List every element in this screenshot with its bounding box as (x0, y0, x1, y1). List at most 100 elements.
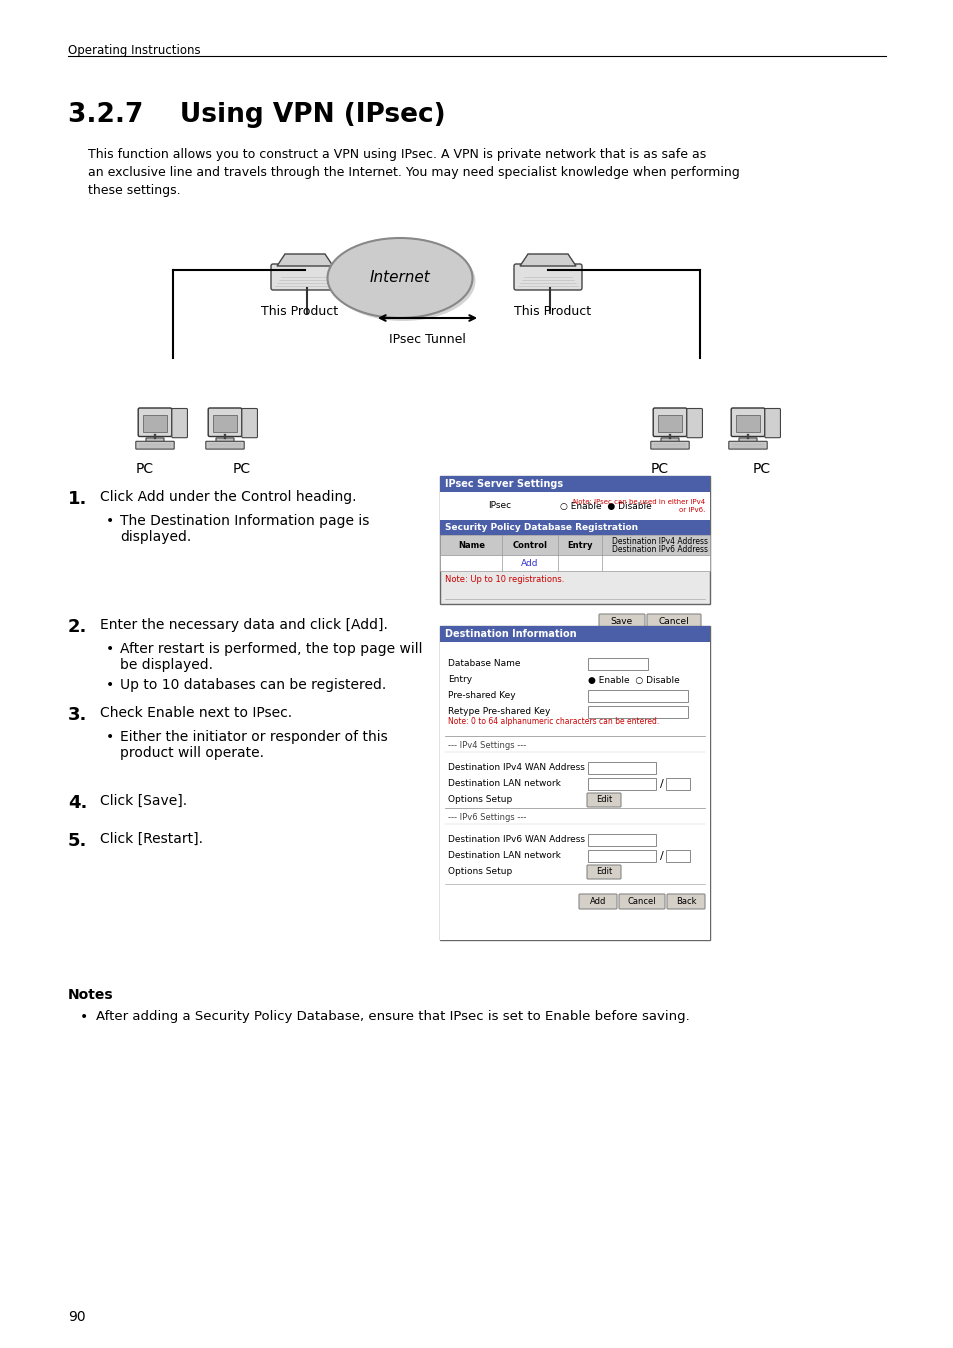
Text: Click [Restart].: Click [Restart]. (100, 832, 203, 847)
FancyBboxPatch shape (146, 438, 164, 442)
Text: The Destination Information page is
displayed.: The Destination Information page is disp… (120, 514, 369, 545)
Text: PC: PC (135, 462, 153, 476)
Text: Destination LAN network: Destination LAN network (448, 779, 560, 789)
FancyBboxPatch shape (598, 613, 644, 630)
Text: Notes: Notes (68, 988, 113, 1002)
Text: 3.2.7    Using VPN (IPsec): 3.2.7 Using VPN (IPsec) (68, 102, 445, 128)
Text: Back: Back (675, 896, 696, 906)
Text: --- IPv6 Settings ---: --- IPv6 Settings --- (448, 813, 526, 822)
Text: This function allows you to construct a VPN using IPsec. A VPN is private networ: This function allows you to construct a … (88, 148, 705, 160)
Text: Entry: Entry (567, 541, 592, 550)
FancyBboxPatch shape (650, 441, 688, 449)
Text: Options Setup: Options Setup (448, 868, 512, 876)
Text: an exclusive line and travels through the Internet. You may need specialist know: an exclusive line and travels through th… (88, 166, 739, 179)
FancyBboxPatch shape (586, 793, 620, 807)
Polygon shape (519, 253, 576, 266)
Text: Destination IPv6 WAN Address: Destination IPv6 WAN Address (448, 836, 584, 844)
FancyBboxPatch shape (658, 415, 681, 431)
Text: Check Enable next to IPsec.: Check Enable next to IPsec. (100, 706, 292, 720)
FancyBboxPatch shape (665, 778, 689, 790)
Text: Either the initiator or responder of this
product will operate.: Either the initiator or responder of thi… (120, 731, 387, 760)
Text: After adding a Security Policy Database, ensure that IPsec is set to Enable befo: After adding a Security Policy Database,… (96, 1010, 689, 1023)
Text: or IPv6.: or IPv6. (678, 507, 704, 514)
Text: Entry: Entry (448, 675, 472, 685)
FancyBboxPatch shape (736, 415, 760, 431)
FancyBboxPatch shape (618, 894, 664, 909)
FancyBboxPatch shape (653, 408, 686, 437)
FancyBboxPatch shape (206, 441, 244, 449)
Text: Options Setup: Options Setup (448, 795, 512, 805)
Text: Database Name: Database Name (448, 659, 520, 669)
Text: these settings.: these settings. (88, 183, 180, 197)
FancyBboxPatch shape (439, 625, 709, 642)
FancyBboxPatch shape (665, 851, 689, 861)
Polygon shape (276, 253, 333, 266)
Text: Destination Information: Destination Information (444, 630, 576, 639)
Text: Destination IPv4 WAN Address: Destination IPv4 WAN Address (448, 763, 584, 772)
FancyBboxPatch shape (730, 408, 764, 437)
Text: •: • (106, 514, 114, 528)
FancyBboxPatch shape (666, 894, 704, 909)
Text: Save: Save (610, 617, 633, 627)
Text: /: / (659, 779, 663, 789)
Text: 3.: 3. (68, 706, 88, 724)
FancyBboxPatch shape (172, 408, 187, 438)
Text: •: • (106, 731, 114, 744)
Text: •: • (80, 1010, 89, 1024)
FancyBboxPatch shape (739, 438, 757, 442)
Text: Retype Pre-shared Key: Retype Pre-shared Key (448, 708, 550, 717)
Text: After restart is performed, the top page will
be displayed.: After restart is performed, the top page… (120, 642, 422, 673)
Text: Pre-shared Key: Pre-shared Key (448, 692, 515, 701)
Text: Destination IPv6 Address: Destination IPv6 Address (612, 545, 707, 554)
Text: •: • (106, 678, 114, 692)
FancyBboxPatch shape (271, 264, 338, 290)
FancyBboxPatch shape (514, 264, 581, 290)
Text: Cancel: Cancel (627, 896, 656, 906)
FancyBboxPatch shape (439, 535, 709, 555)
Text: •: • (106, 642, 114, 656)
FancyBboxPatch shape (439, 555, 709, 572)
FancyBboxPatch shape (143, 415, 167, 431)
Text: PC: PC (752, 462, 770, 476)
Text: Security Policy Database Registration: Security Policy Database Registration (444, 523, 638, 532)
FancyBboxPatch shape (578, 894, 617, 909)
FancyBboxPatch shape (439, 520, 709, 535)
Ellipse shape (330, 241, 475, 321)
Text: Enter the necessary data and click [Add].: Enter the necessary data and click [Add]… (100, 617, 388, 632)
FancyBboxPatch shape (439, 492, 709, 520)
FancyBboxPatch shape (439, 476, 709, 492)
FancyBboxPatch shape (208, 408, 241, 437)
FancyBboxPatch shape (439, 476, 709, 604)
Text: Operating Instructions: Operating Instructions (68, 44, 200, 57)
FancyBboxPatch shape (587, 706, 687, 718)
Text: 90: 90 (68, 1310, 86, 1324)
FancyBboxPatch shape (587, 834, 656, 847)
Text: IPsec Tunnel: IPsec Tunnel (388, 333, 465, 346)
Ellipse shape (327, 239, 472, 318)
Text: This Product: This Product (514, 305, 591, 318)
Text: Add: Add (520, 558, 538, 568)
Text: Up to 10 databases can be registered.: Up to 10 databases can be registered. (120, 678, 386, 692)
FancyBboxPatch shape (242, 408, 257, 438)
Text: Destination LAN network: Destination LAN network (448, 852, 560, 860)
Text: ● Enable  ○ Disable: ● Enable ○ Disable (587, 675, 679, 685)
FancyBboxPatch shape (587, 778, 656, 790)
FancyBboxPatch shape (660, 438, 679, 442)
Text: IPsec: IPsec (488, 501, 511, 511)
Text: Add: Add (589, 896, 605, 906)
Text: 4.: 4. (68, 794, 88, 811)
FancyBboxPatch shape (587, 762, 656, 774)
FancyBboxPatch shape (439, 625, 709, 940)
Text: PC: PC (233, 462, 251, 476)
FancyBboxPatch shape (587, 658, 647, 670)
Text: ○ Enable  ● Disable: ○ Enable ● Disable (559, 501, 651, 511)
Text: Destination IPv4 Address: Destination IPv4 Address (612, 537, 707, 546)
FancyBboxPatch shape (728, 441, 766, 449)
FancyBboxPatch shape (587, 851, 656, 861)
Text: Note: IPsec can be used in either IPv4: Note: IPsec can be used in either IPv4 (572, 499, 704, 506)
FancyBboxPatch shape (764, 408, 780, 438)
FancyBboxPatch shape (138, 408, 172, 437)
Text: /: / (659, 851, 663, 861)
Text: Edit: Edit (596, 795, 612, 805)
Text: Note: Up to 10 registrations.: Note: Up to 10 registrations. (444, 574, 564, 584)
